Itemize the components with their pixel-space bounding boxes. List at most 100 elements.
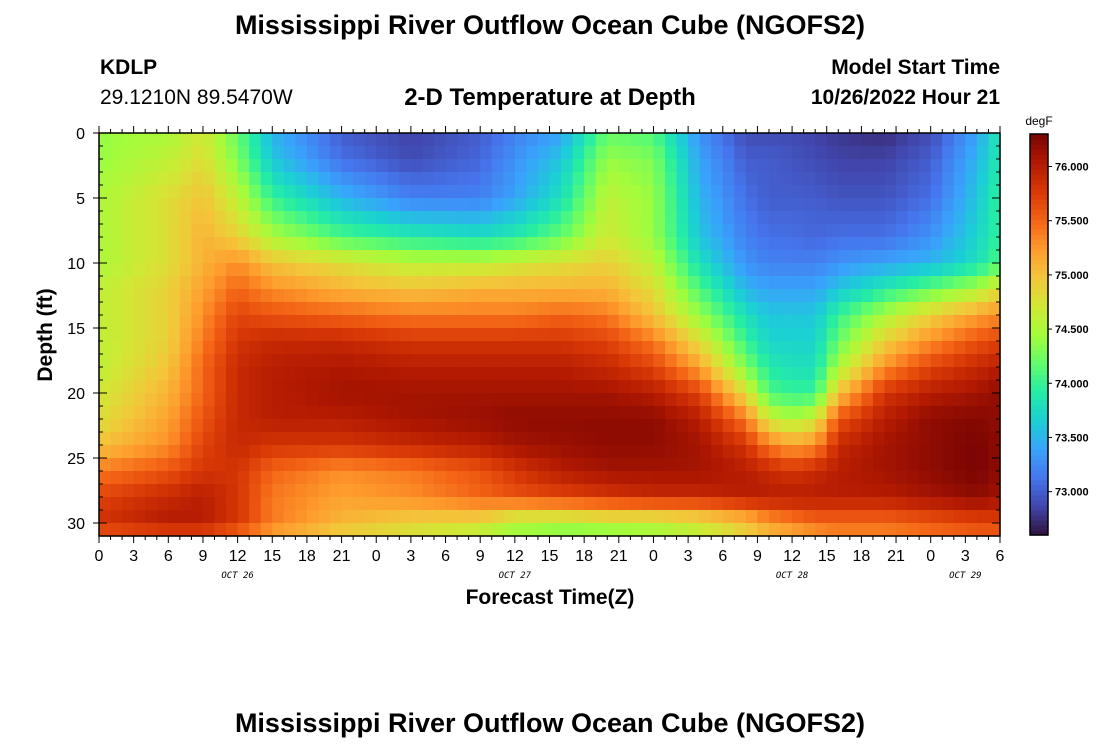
heatmap-cell xyxy=(376,328,389,342)
heatmap-cell xyxy=(607,432,620,446)
heatmap-cell xyxy=(826,393,839,407)
heatmap-cell xyxy=(549,133,562,147)
heatmap-cell xyxy=(688,380,701,394)
heatmap-cell xyxy=(838,380,851,394)
heatmap-cell xyxy=(618,159,631,173)
heatmap-cell xyxy=(156,497,169,511)
heatmap-cell xyxy=(410,497,424,511)
heatmap-cell xyxy=(156,237,169,251)
heatmap-cell xyxy=(122,198,135,212)
heatmap-cell xyxy=(561,328,574,342)
heatmap-cell xyxy=(491,185,504,199)
heatmap-cell xyxy=(260,133,273,147)
heatmap-cell xyxy=(537,250,551,264)
x-axis: 0 3 6 9 12 15 18 21 0 3 6 9 12 15 18 21 0 3 6 9 12 15 18 21 0 3 6O… xyxy=(95,126,1005,581)
heatmap-cell xyxy=(745,237,759,251)
heatmap-cell xyxy=(237,445,250,459)
heatmap-cell xyxy=(445,406,458,420)
heatmap-cell xyxy=(780,367,793,381)
heatmap-cell xyxy=(699,354,712,368)
heatmap-cell xyxy=(537,198,551,212)
heatmap-cell xyxy=(480,393,493,407)
heatmap-cell xyxy=(202,315,216,329)
heatmap-cell xyxy=(376,341,389,355)
heatmap-cell xyxy=(110,380,123,394)
heatmap-cell xyxy=(295,302,308,316)
heatmap-cell xyxy=(838,289,851,303)
heatmap-cell xyxy=(330,510,343,524)
heatmap-cell xyxy=(976,289,990,303)
heatmap-cell xyxy=(919,315,932,329)
heatmap-cell xyxy=(480,237,493,251)
heatmap-cell xyxy=(283,289,296,303)
heatmap-cell xyxy=(526,484,539,498)
heatmap-cell xyxy=(896,432,909,446)
heatmap-cell xyxy=(364,471,377,485)
heatmap-cell xyxy=(595,393,608,407)
heatmap-cell xyxy=(907,198,920,212)
heatmap-cell xyxy=(249,224,262,238)
heatmap-cell xyxy=(930,315,943,329)
heatmap-cell xyxy=(179,328,193,342)
heatmap-cell xyxy=(272,471,285,485)
heatmap-cell xyxy=(330,523,343,537)
heatmap-cell xyxy=(815,341,828,355)
heatmap-cell xyxy=(607,367,620,381)
heatmap-cell xyxy=(676,341,689,355)
heatmap-cell xyxy=(503,458,516,472)
heatmap-cell xyxy=(202,237,216,251)
heatmap-cell xyxy=(953,276,966,290)
heatmap-cell xyxy=(364,263,377,277)
heatmap-cell xyxy=(676,198,689,212)
heatmap-cell xyxy=(988,237,1001,251)
heatmap-cell xyxy=(202,484,216,498)
colorbar-swatch xyxy=(1030,269,1048,275)
heatmap-cell xyxy=(468,315,481,329)
heatmap-cell xyxy=(711,523,724,537)
heatmap-cell xyxy=(145,133,158,147)
heatmap-cell xyxy=(768,523,782,537)
heatmap-cell xyxy=(410,510,424,524)
heatmap-cell xyxy=(572,523,585,537)
heatmap-cell xyxy=(214,380,227,394)
colorbar-swatch xyxy=(1030,154,1048,160)
heatmap-cell xyxy=(99,341,112,355)
heatmap-cell xyxy=(699,328,712,342)
heatmap-cell xyxy=(145,432,158,446)
heatmap-cell xyxy=(526,523,539,537)
heatmap-cell xyxy=(306,471,320,485)
heatmap-cell xyxy=(526,497,539,511)
heatmap-cell xyxy=(214,315,227,329)
heatmap-cell xyxy=(792,484,805,498)
heatmap-cell xyxy=(872,432,886,446)
heatmap-cell xyxy=(688,185,701,199)
heatmap-cell xyxy=(514,445,527,459)
heatmap-cell xyxy=(630,497,643,511)
heatmap-cell xyxy=(122,406,135,420)
heatmap-cell xyxy=(930,276,943,290)
heatmap-cell xyxy=(988,471,1001,485)
heatmap-cell xyxy=(330,276,343,290)
heatmap-cell xyxy=(607,354,620,368)
heatmap-cell xyxy=(503,484,516,498)
heatmap-cell xyxy=(168,406,181,420)
heatmap-cell xyxy=(445,185,458,199)
heatmap-cell xyxy=(249,445,262,459)
heatmap-cell xyxy=(745,315,759,329)
heatmap-cell xyxy=(433,302,447,316)
heatmap-cell xyxy=(260,380,273,394)
heatmap-cell xyxy=(133,315,146,329)
colorbar-swatch xyxy=(1030,319,1048,326)
heatmap-cell xyxy=(99,172,112,186)
heatmap-cell xyxy=(283,484,296,498)
heatmap-cell xyxy=(653,289,666,303)
heatmap-cell xyxy=(618,172,631,186)
heatmap-cell xyxy=(653,432,666,446)
heatmap-cell xyxy=(803,406,816,420)
heatmap-cell xyxy=(595,354,608,368)
heatmap-cell xyxy=(838,250,851,264)
heatmap-cell xyxy=(318,146,331,160)
x-tick-label: 15 xyxy=(541,548,559,565)
heatmap-cell xyxy=(976,445,990,459)
colorbar-swatch xyxy=(1030,324,1048,331)
